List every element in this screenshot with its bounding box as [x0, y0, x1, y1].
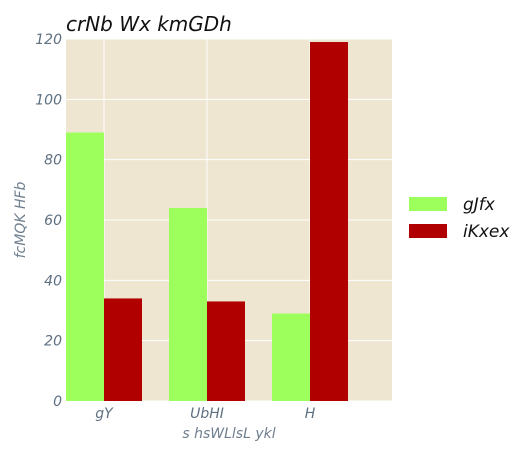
- legend-label-gJfx: gJfx: [463, 195, 496, 215]
- bar-gJfx-H: [272, 313, 310, 401]
- bar-iKxex-gY: [104, 298, 142, 401]
- x-axis-label: s hsWLlsL ykl: [182, 426, 275, 442]
- y-tick-label: 60: [44, 213, 62, 229]
- chart-title: crNb Wx kmGDh: [66, 12, 232, 36]
- bar-iKxex-UbHI: [207, 301, 245, 401]
- legend-label-iKxex: iKxex: [463, 222, 510, 242]
- y-tick-label: 100: [35, 92, 62, 108]
- y-tick-label: 0: [53, 394, 62, 410]
- x-tick-label: UbHI: [190, 406, 224, 422]
- x-tick-label: H: [305, 406, 316, 422]
- y-tick-label: 20: [44, 334, 62, 350]
- y-tick-label: 80: [44, 153, 62, 169]
- y-tick-label: 120: [35, 32, 62, 48]
- legend-swatch-gJfx: [409, 197, 447, 211]
- bar-iKxex-H: [310, 42, 348, 402]
- legend: gJfx iKxex: [409, 195, 510, 242]
- x-tick-label: gY: [95, 406, 114, 422]
- bars: [66, 42, 348, 402]
- y-axis-label: fcMQK HFb: [13, 181, 29, 258]
- bar-gJfx-UbHI: [169, 207, 207, 401]
- legend-swatch-iKxex: [409, 224, 447, 238]
- y-axis-ticks: 0 20 40 60 80 100 120: [35, 32, 62, 410]
- x-axis-ticks: gY UbHI H: [95, 406, 315, 422]
- bar-gJfx-gY: [66, 132, 104, 401]
- y-tick-label: 40: [44, 273, 62, 289]
